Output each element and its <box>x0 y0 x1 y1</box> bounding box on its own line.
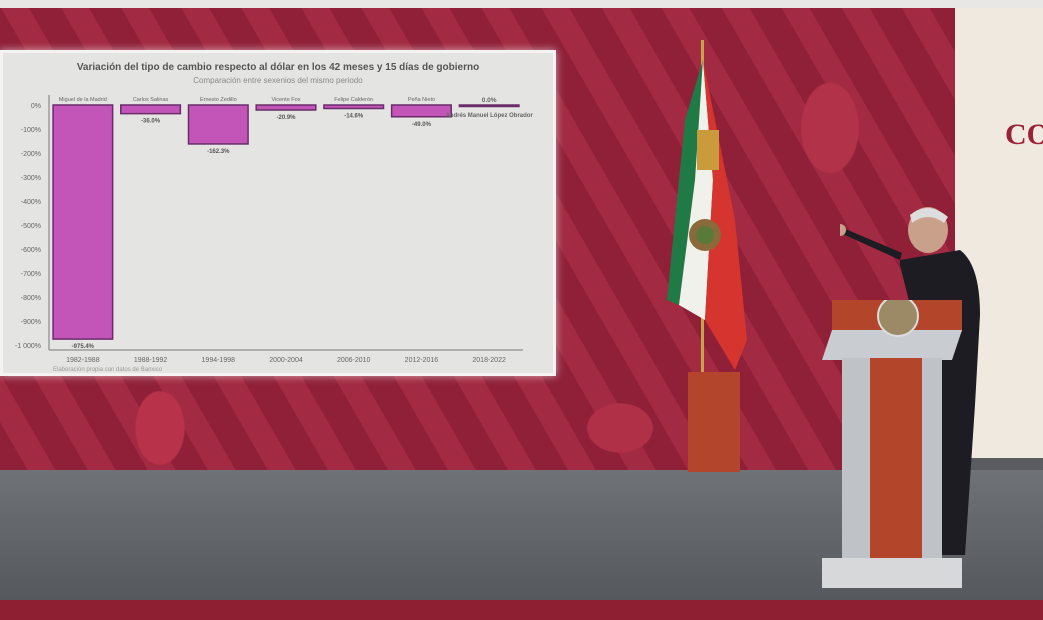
wall-text: CO <box>1005 118 1043 151</box>
y-tick-label: -600% <box>21 247 41 254</box>
mexican-flag <box>667 60 747 370</box>
x-tick-label: 1988-1992 <box>134 357 168 364</box>
bar <box>120 104 182 115</box>
chart-title: Variación del tipo de cambio respecto al… <box>76 62 480 73</box>
chart-footer: Elaboración propia con datos de Banxico <box>53 367 163 373</box>
bar <box>323 104 385 110</box>
president-label: Ernesto Zedillo <box>200 97 237 103</box>
presentation-screen: Variación del tipo de cambio respecto al… <box>0 50 556 376</box>
y-tick-label: -300% <box>21 175 41 182</box>
podium <box>822 300 962 588</box>
data-label: -36.0% <box>141 119 161 125</box>
x-tick-label: 2018-2022 <box>472 357 506 364</box>
y-tick-label: -200% <box>21 151 41 158</box>
x-tick-label: 1982-1988 <box>66 357 100 364</box>
stage-edge <box>0 600 1043 620</box>
y-tick-label: -1 000% <box>15 343 41 350</box>
y-tick-label: -400% <box>21 199 41 206</box>
bar <box>458 104 520 108</box>
x-tick-label: 2012-2016 <box>405 357 439 364</box>
bar <box>390 104 452 118</box>
flag-base <box>688 372 740 472</box>
data-label: -975.4% <box>72 344 95 350</box>
x-tick-label: 2006-2010 <box>337 357 371 364</box>
bar <box>255 104 317 111</box>
president-label: Miguel de la Madrid <box>59 97 107 103</box>
bar-chart: 0% -100% -200% -300% -400% -500% -600% -700% -80… <box>15 95 533 364</box>
president-label: Peña Nieto <box>408 97 435 103</box>
y-tick-label: -100% <box>21 127 41 134</box>
x-tick-label: 2000-2004 <box>269 357 303 364</box>
data-label: -49.0% <box>412 122 432 128</box>
x-tick-label: 1994-1998 <box>202 357 236 364</box>
y-tick-label: -500% <box>21 223 41 230</box>
data-label: -162.3% <box>207 149 230 155</box>
y-tick-label: -700% <box>21 271 41 278</box>
y-tick-label: 0% <box>31 103 41 110</box>
data-label: -14.6% <box>344 114 364 120</box>
president-label: Felipe Calderón <box>334 97 373 103</box>
y-tick-label: -900% <box>21 319 41 326</box>
president-label: Vicente Fox <box>272 97 301 103</box>
y-tick-label: -800% <box>21 295 41 302</box>
president-label: Andrés Manuel López Obrador <box>445 113 533 119</box>
data-label: 0.0% <box>482 97 497 104</box>
bar <box>187 104 249 145</box>
president-label: Carlos Salinas <box>133 97 169 103</box>
bar <box>52 104 114 340</box>
top-border <box>0 0 1043 8</box>
chart-subtitle: Comparación entre sexenios del mismo per… <box>193 76 363 85</box>
data-label: -20.9% <box>276 115 296 121</box>
